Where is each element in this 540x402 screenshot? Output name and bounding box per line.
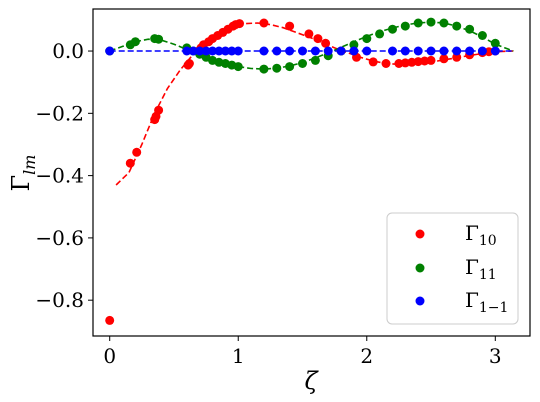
legend-box [386, 212, 519, 325]
data-points [105, 17, 500, 325]
data-point-s2-18 [362, 46, 372, 56]
data-point-s2-1 [182, 46, 192, 56]
data-point-s0-18 [235, 19, 244, 29]
data-point-s1-32 [490, 38, 500, 48]
data-point-s1-29 [452, 21, 462, 31]
legend-label-g1m1: Γ1−1 [465, 288, 508, 316]
data-point-s0-2 [132, 147, 142, 157]
data-point-s2-8 [227, 46, 237, 56]
y-tick-label-1: −0.2 [35, 101, 84, 125]
data-point-s2-22 [426, 46, 436, 56]
data-point-s2-13 [298, 46, 307, 56]
data-point-s2-0 [105, 46, 115, 56]
data-point-s2-2 [188, 46, 198, 56]
data-point-s2-9 [233, 46, 243, 56]
data-point-s2-17 [349, 46, 359, 56]
data-point-s0-27 [381, 59, 391, 68]
y-tick-label-2: −0.4 [35, 164, 84, 188]
svg-text:Γlm: Γlm [7, 155, 39, 192]
fit-curves [109, 21, 514, 186]
data-point-s0-7 [184, 59, 194, 68]
data-point-s0-26 [368, 57, 378, 67]
data-point-s1-22 [362, 34, 372, 44]
data-point-s2-5 [208, 46, 217, 56]
data-point-s0-35 [452, 52, 462, 62]
legend: Γ10 Γ11 Γ1−1 [386, 212, 519, 325]
data-point-s1-15 [272, 63, 282, 73]
data-point-s1-31 [477, 31, 487, 40]
data-point-s0-21 [304, 29, 314, 39]
data-point-s2-26 [477, 46, 487, 56]
data-point-s1-2 [130, 37, 140, 47]
data-point-s0-20 [285, 21, 295, 31]
data-point-s2-14 [310, 46, 320, 56]
data-point-s2-6 [214, 46, 224, 56]
data-point-s1-21 [349, 40, 359, 50]
data-point-s0-19 [259, 18, 269, 28]
x-tick-label-1: 1 [232, 344, 245, 368]
data-point-s1-24 [388, 24, 397, 34]
data-point-s1-28 [439, 18, 449, 28]
data-point-s0-29 [400, 58, 410, 68]
data-point-s1-25 [400, 21, 410, 31]
y-tick-label-3: −0.6 [35, 226, 84, 250]
legend-marker-g11 [415, 263, 425, 273]
data-point-s2-23 [439, 46, 449, 56]
legend-label-g10: Γ10 [465, 221, 497, 249]
data-point-s0-22 [313, 34, 323, 44]
data-point-s2-15 [323, 46, 333, 56]
data-point-s1-27 [426, 17, 436, 27]
y-axis-label-main: Γ [7, 175, 35, 192]
data-point-s1-14 [259, 64, 269, 74]
x-axis-ticks: 0 1 2 3 [103, 336, 502, 368]
data-point-s1-13 [233, 62, 243, 72]
x-axis-label: ζ [304, 367, 319, 395]
data-point-s2-27 [490, 46, 500, 56]
data-point-s2-25 [465, 46, 475, 56]
x-tick-label-3: 3 [489, 344, 502, 368]
data-point-s2-16 [336, 46, 346, 56]
data-point-s0-0 [105, 315, 115, 325]
y-axis-label-sub: lm [20, 155, 39, 175]
legend-marker-g1m1 [415, 296, 425, 306]
data-point-s2-21 [413, 46, 423, 56]
y-tick-label-4: −0.8 [35, 288, 84, 312]
legend-marker-g10 [415, 229, 425, 239]
data-point-s2-12 [285, 46, 295, 56]
data-point-s0-33 [426, 55, 436, 65]
x-tick-label-0: 0 [103, 344, 116, 368]
data-point-s2-20 [400, 46, 410, 56]
data-point-s1-26 [413, 18, 423, 28]
data-point-s0-23 [321, 38, 331, 48]
data-point-s2-4 [201, 46, 211, 56]
data-point-s0-1 [125, 158, 135, 168]
legend-label-g11: Γ11 [465, 255, 497, 283]
data-point-s2-10 [259, 46, 269, 56]
data-point-s1-30 [465, 24, 475, 34]
data-point-s2-24 [452, 46, 462, 56]
data-point-s1-23 [375, 29, 385, 39]
y-axis-label: Γlm [7, 155, 39, 192]
data-point-s2-11 [272, 46, 282, 56]
data-point-s2-19 [388, 46, 397, 56]
data-point-s1-18 [310, 55, 320, 65]
data-point-s0-5 [154, 105, 164, 115]
data-point-s1-4 [154, 34, 164, 44]
data-point-s2-3 [195, 46, 205, 56]
data-point-s1-16 [285, 62, 295, 72]
data-point-s1-17 [298, 59, 307, 68]
data-point-s0-34 [439, 54, 449, 64]
plot-frame [92, 8, 531, 337]
x-tick-label-2: 2 [360, 344, 373, 368]
y-tick-label-0: 0.0 [52, 39, 84, 63]
y-axis-ticks: 0.0 −0.2 −0.4 −0.6 −0.8 [35, 39, 93, 312]
data-point-s2-7 [220, 46, 230, 56]
